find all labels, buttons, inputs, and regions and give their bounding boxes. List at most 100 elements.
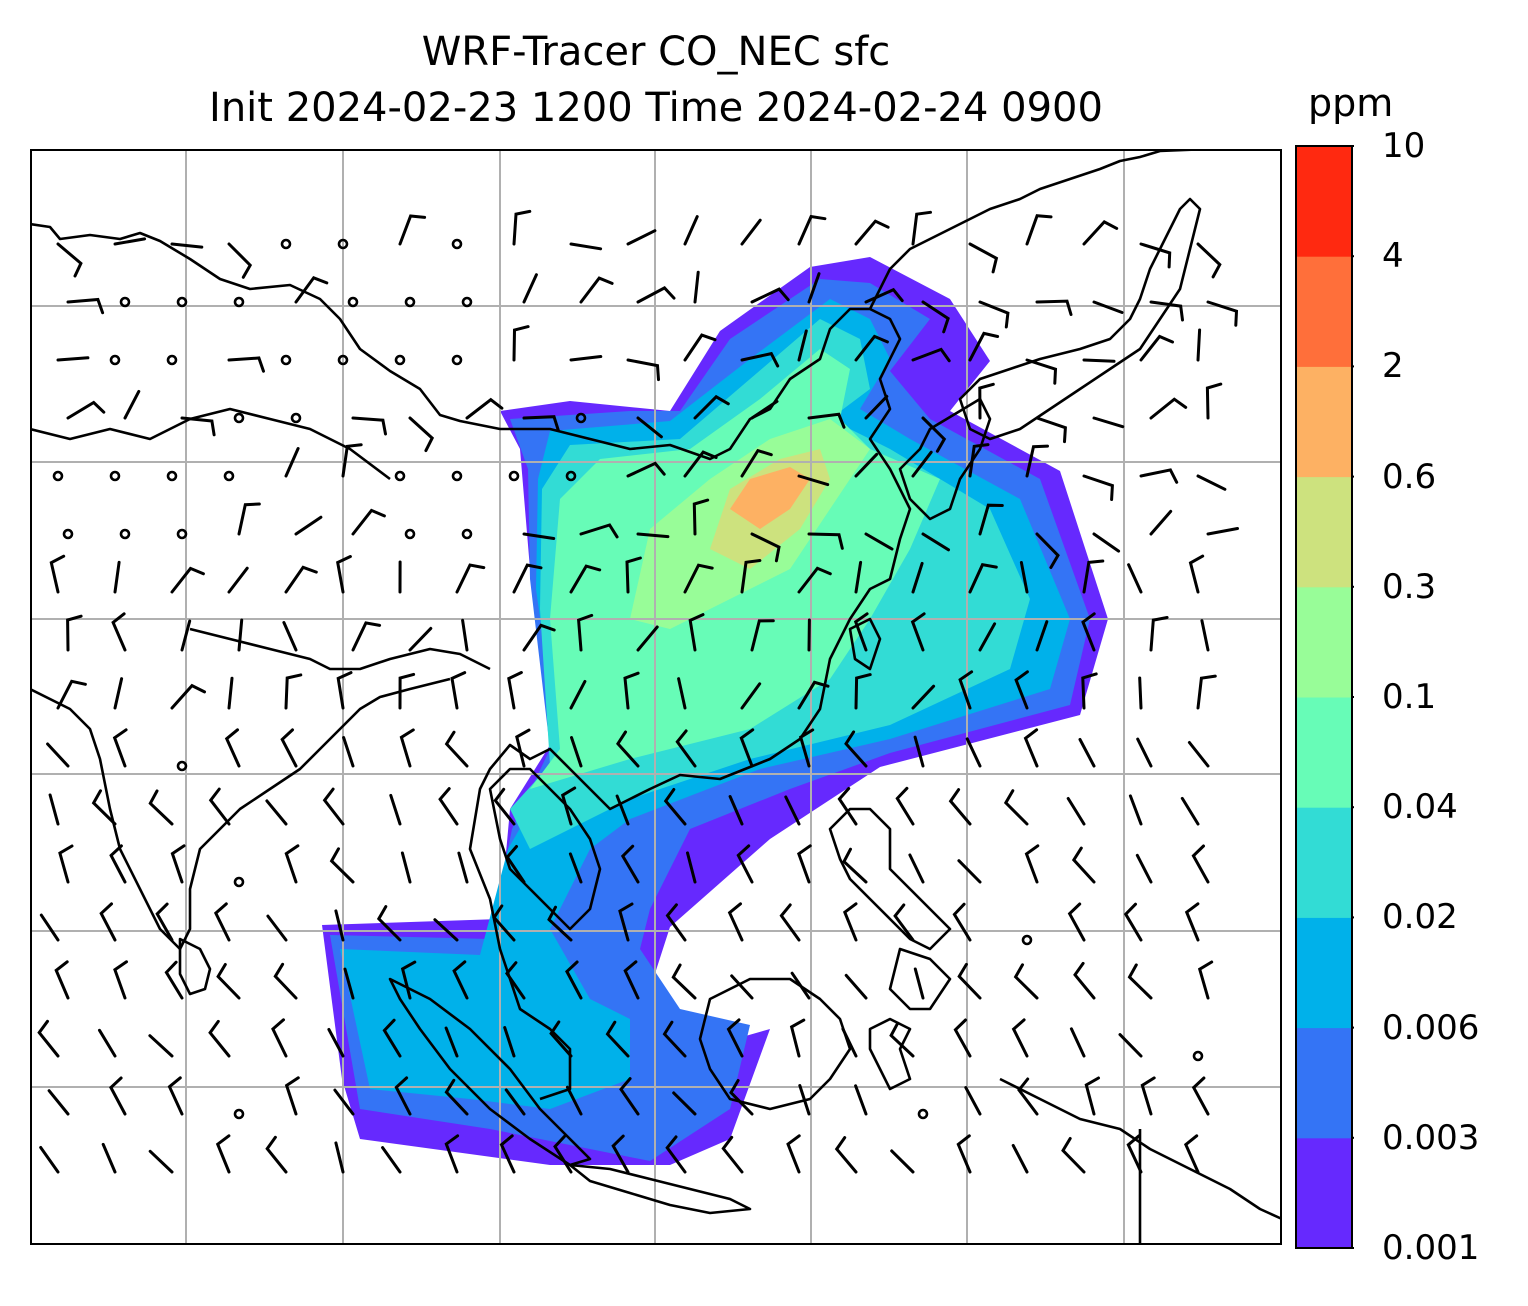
calm-wind-marker [394, 354, 406, 366]
wind-barb [978, 622, 997, 652]
wind-barbs [37, 209, 1239, 1174]
wind-barb [493, 787, 516, 826]
japan-island [958, 197, 1202, 441]
colorbar-tick-label: 0.001 [1382, 1228, 1480, 1268]
wind-barb [66, 400, 106, 420]
wind-barb [213, 902, 231, 942]
wind-barb [568, 852, 583, 884]
calm-wind-marker [166, 470, 178, 482]
wind-barb [565, 1085, 583, 1116]
wind-barb [265, 799, 288, 826]
wind-barb [341, 443, 363, 478]
wind-barb [444, 730, 469, 768]
wind-barb [148, 1149, 174, 1174]
wind-barb [807, 272, 821, 304]
wind-barb [626, 461, 666, 478]
wind-barb [671, 963, 697, 1000]
wind-barb [854, 673, 872, 710]
colorbar-segment [1296, 1027, 1352, 1139]
wind-barb [503, 1026, 516, 1058]
calm-wind-marker [62, 528, 74, 540]
wind-barb [968, 331, 1000, 362]
wind-barb [789, 1018, 806, 1058]
wind-barb [1135, 853, 1153, 884]
colorbar-segment [1296, 366, 1352, 478]
wind-barb [294, 275, 329, 304]
wind-barb [504, 1088, 526, 1116]
wind-barb [1066, 797, 1086, 826]
wind-barb [91, 789, 117, 826]
wind-barb [663, 788, 687, 826]
wind-barb [351, 621, 382, 652]
wind-barb [683, 563, 714, 594]
wind-barb [1118, 1033, 1143, 1058]
wind-barb [1084, 1076, 1100, 1116]
wind-barb [492, 904, 516, 942]
calm-wind-marker [337, 238, 349, 250]
wind-barb [740, 682, 762, 710]
wind-barb [227, 356, 265, 373]
wind-barb [389, 793, 402, 826]
chart-title-line1: WRF-Tracer CO_NEC sfc [421, 29, 891, 75]
wind-barb [807, 532, 844, 550]
calm-wind-marker [233, 1108, 245, 1120]
wind-barb [636, 625, 659, 652]
wind-barb [798, 728, 815, 768]
wind-barb [569, 564, 602, 594]
wind-barb [844, 730, 868, 768]
wind-barb [636, 416, 663, 439]
wind-barb [807, 412, 846, 429]
colorbar-tick-label: 0.1 [1382, 677, 1437, 717]
wind-barb [740, 351, 780, 368]
wind-barb [37, 1019, 60, 1058]
calm-wind-marker [575, 412, 587, 424]
wind-barb [170, 844, 186, 884]
calm-wind-marker [119, 296, 131, 308]
wind-barb [726, 1018, 744, 1058]
wind-barb [522, 273, 538, 304]
sri-lanka-island [178, 937, 212, 996]
colorbar-tick-label: 0.003 [1382, 1117, 1480, 1158]
colorbar-segment [1296, 1137, 1352, 1249]
wind-barb [66, 297, 105, 315]
wind-barb [444, 1078, 469, 1116]
map-panel [30, 149, 1282, 1245]
wind-barb [921, 532, 950, 552]
wind-barb [1082, 358, 1116, 363]
wind-barb [978, 382, 995, 420]
wind-barb [39, 913, 60, 942]
borneo-island [698, 977, 852, 1111]
wind-barb [1200, 619, 1210, 652]
wind-barb [522, 623, 556, 652]
wind-barb [1011, 1018, 1029, 1058]
wind-barb [1082, 220, 1119, 246]
wind-barb [1128, 794, 1143, 826]
wind-barb [913, 735, 925, 768]
wind-barb [750, 532, 781, 563]
wind-barb [1082, 474, 1114, 501]
wind-barb [224, 728, 241, 768]
wind-barb [740, 448, 773, 478]
wind-barb [790, 971, 811, 1000]
wind-barb [1092, 416, 1125, 429]
wind-barb [619, 1077, 640, 1116]
wind-barb [505, 845, 526, 884]
coastlines-and-borders [30, 149, 1282, 1245]
wind-barb [921, 416, 947, 453]
wind-barb [1025, 444, 1049, 478]
map-gridlines [30, 149, 1282, 1245]
wind-barb [1078, 738, 1096, 768]
calm-wind-marker [233, 876, 245, 888]
indochina-peninsula [488, 767, 602, 931]
wind-barb [1197, 960, 1214, 1000]
wind-barb [740, 218, 762, 246]
wind-barb [952, 902, 972, 942]
wind-barb [968, 242, 999, 274]
wind-barb [1092, 532, 1121, 553]
wind-barb [273, 962, 298, 1000]
wind-barb [49, 554, 66, 594]
wind-barb [47, 1089, 70, 1116]
wind-barb [351, 416, 387, 436]
wind-barb [164, 960, 184, 1000]
wind-barb [842, 847, 868, 884]
